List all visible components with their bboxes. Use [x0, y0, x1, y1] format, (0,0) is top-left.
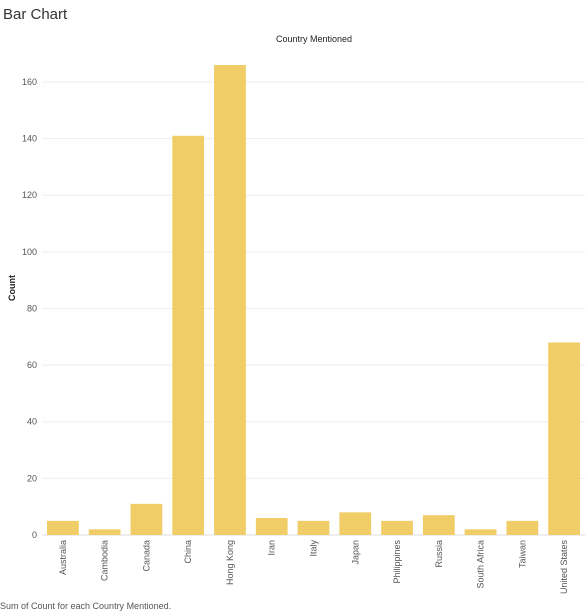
x-category-label: Philippines [392, 540, 402, 584]
bar[interactable] [339, 512, 372, 535]
x-category-label: United States [559, 540, 569, 595]
y-tick-label: 60 [27, 360, 37, 370]
x-category-label: Canada [141, 540, 151, 572]
chart-title: Country Mentioned [276, 34, 352, 44]
x-category-label: Cambodia [100, 540, 110, 581]
bar[interactable] [381, 520, 413, 535]
bar[interactable] [548, 342, 580, 535]
x-category-label: China [183, 540, 193, 564]
y-axis-ticks: 0 20 40 60 80 100 120 140 160 [22, 77, 37, 540]
y-tick-label: 100 [22, 247, 37, 257]
bar[interactable] [506, 520, 539, 535]
y-tick-label: 140 [22, 134, 37, 144]
bar[interactable] [464, 529, 497, 535]
bar-chart: Country Mentioned Count 0 20 40 60 80 100 120 1… [7, 34, 585, 595]
x-category-label: Taiwan [517, 540, 527, 568]
bar[interactable] [255, 518, 288, 535]
x-axis-categories: Australia Cambodia Canada China Hong Kong Ira… [58, 540, 569, 595]
y-tick-label: 120 [22, 190, 37, 200]
sheet-title: Bar Chart [3, 6, 68, 23]
y-tick-label: 0 [32, 530, 37, 540]
x-category-label: Hong Kong [225, 540, 235, 585]
x-category-label: Russia [434, 540, 444, 568]
y-tick-label: 40 [27, 417, 37, 427]
x-category-label: Australia [58, 540, 68, 575]
x-category-label: Japan [350, 540, 360, 565]
y-tick-label: 20 [27, 473, 37, 483]
bar[interactable] [214, 64, 246, 535]
bars [47, 64, 580, 535]
x-category-label: Iran [267, 540, 277, 556]
bar[interactable] [47, 520, 79, 535]
y-tick-label: 160 [22, 77, 37, 87]
bar[interactable] [88, 529, 121, 535]
y-axis-label: Count [7, 275, 17, 301]
bar[interactable] [130, 503, 163, 535]
bar[interactable] [422, 515, 455, 535]
bar[interactable] [172, 135, 205, 535]
bar[interactable] [297, 520, 330, 535]
x-category-label: Italy [309, 540, 319, 557]
grid-lines [42, 81, 585, 536]
caption: Sum of Count for each Country Mentioned. [0, 601, 172, 611]
x-category-label: South Africa [476, 540, 486, 589]
y-tick-label: 80 [27, 303, 37, 313]
